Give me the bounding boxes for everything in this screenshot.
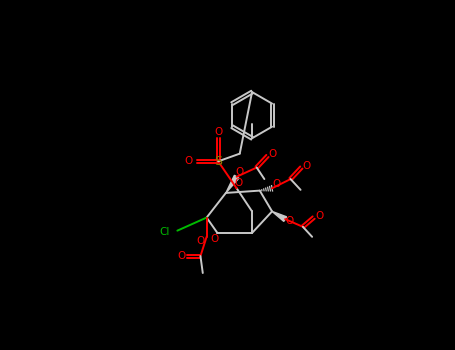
Text: O: O (234, 178, 243, 188)
Text: O: O (185, 156, 193, 166)
Text: O: O (236, 167, 244, 177)
Polygon shape (226, 175, 239, 193)
Text: O: O (286, 216, 294, 226)
Text: O: O (177, 251, 185, 261)
Text: O: O (315, 211, 323, 221)
Text: O: O (210, 234, 218, 244)
Text: O: O (273, 180, 281, 189)
Polygon shape (272, 211, 287, 222)
Text: O: O (197, 237, 205, 246)
Text: Cl: Cl (159, 227, 170, 237)
Text: O: O (214, 127, 222, 137)
Text: O: O (269, 149, 277, 159)
Text: O: O (303, 161, 311, 171)
Text: S: S (214, 155, 222, 168)
